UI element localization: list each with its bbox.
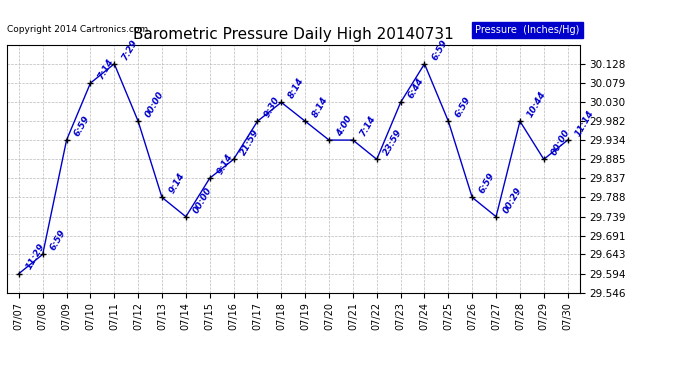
Text: 8:14: 8:14 — [310, 95, 330, 119]
Text: 6:59: 6:59 — [72, 114, 91, 138]
Title: Barometric Pressure Daily High 20140731: Barometric Pressure Daily High 20140731 — [133, 27, 453, 42]
Text: Pressure  (Inches/Hg): Pressure (Inches/Hg) — [475, 25, 580, 35]
Text: 7:14: 7:14 — [96, 57, 115, 81]
Text: 6:44: 6:44 — [406, 76, 425, 100]
Text: 6:59: 6:59 — [430, 38, 449, 62]
Text: 00:00: 00:00 — [144, 90, 166, 119]
Text: 10:44: 10:44 — [526, 90, 548, 119]
Text: 8:14: 8:14 — [287, 76, 306, 100]
Text: 6:59: 6:59 — [454, 95, 473, 119]
Text: Copyright 2014 Cartronics.com: Copyright 2014 Cartronics.com — [7, 25, 148, 34]
Text: 23:59: 23:59 — [382, 128, 404, 157]
Text: 00:00: 00:00 — [549, 128, 571, 157]
Text: 11:14: 11:14 — [573, 109, 595, 138]
Text: 9:14: 9:14 — [168, 171, 186, 195]
Text: 9:14: 9:14 — [215, 152, 235, 176]
Text: 4:00: 4:00 — [335, 114, 353, 138]
Text: 6:59: 6:59 — [477, 171, 497, 195]
Text: 00:00: 00:00 — [191, 185, 213, 214]
Text: 6:59: 6:59 — [48, 228, 67, 252]
Text: 9:30: 9:30 — [263, 95, 282, 119]
Text: 11:29: 11:29 — [24, 242, 46, 272]
Text: 7:29: 7:29 — [120, 38, 139, 62]
Text: 00:29: 00:29 — [502, 185, 524, 214]
Text: 7:14: 7:14 — [359, 114, 377, 138]
Text: 21:59: 21:59 — [239, 128, 262, 157]
